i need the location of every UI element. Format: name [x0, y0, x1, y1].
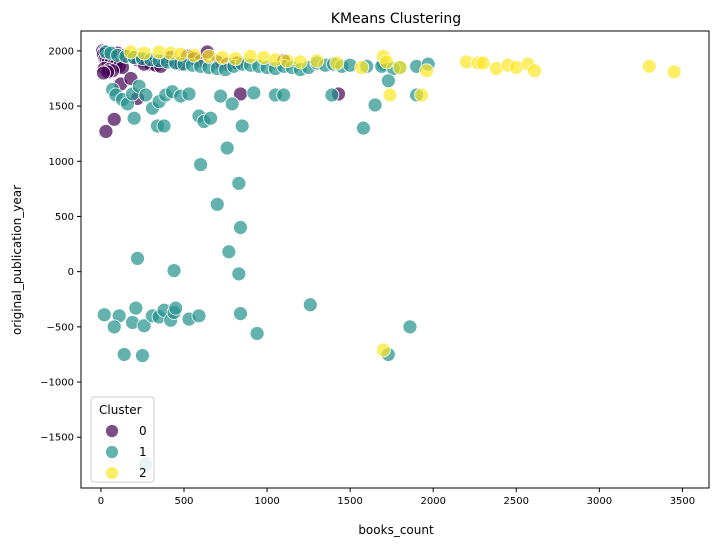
legend-marker-cluster-0 [105, 424, 119, 438]
legend-label-cluster-1: 1 [139, 445, 147, 459]
y-tick-label: −500 [47, 322, 74, 333]
legend-marker-cluster-1 [105, 445, 119, 459]
data-point-cluster-1 [126, 110, 142, 126]
data-point-cluster-2 [419, 63, 434, 79]
data-point-cluster-1 [166, 263, 182, 278]
data-point-cluster-1 [128, 300, 144, 316]
data-point-cluster-2 [641, 58, 657, 74]
data-point-cluster-1 [106, 319, 122, 335]
x-tick-label: 500 [174, 496, 193, 507]
x-tick-label: 2000 [420, 496, 445, 507]
y-tick-label: 500 [55, 212, 74, 223]
data-point-cluster-1 [209, 196, 225, 212]
legend: Cluster 0 1 2 [90, 396, 155, 483]
data-points [95, 43, 682, 472]
x-tick-label: 1500 [337, 496, 362, 507]
data-point-cluster-0 [106, 111, 122, 127]
data-point-cluster-2 [243, 48, 258, 64]
data-point-cluster-1 [231, 175, 247, 191]
data-point-cluster-2 [475, 55, 491, 71]
axes-frame [80, 30, 710, 489]
data-point-cluster-2 [173, 46, 189, 62]
data-point-cluster-1 [356, 120, 371, 136]
data-point-cluster-1 [233, 306, 248, 321]
data-point-cluster-1 [136, 318, 152, 334]
data-point-cluster-1 [234, 118, 250, 134]
data-point-cluster-2 [123, 44, 139, 60]
x-axis-ticks: 0 500 1000 1500 2000 2500 3000 3500 [98, 488, 695, 507]
data-point-cluster-1 [193, 157, 209, 172]
legend-marker-cluster-2 [105, 466, 119, 480]
x-tick-label: 1000 [254, 496, 279, 507]
x-tick-label: 3500 [670, 496, 695, 507]
data-point-cluster-1 [402, 319, 418, 335]
data-point-cluster-1 [138, 87, 154, 103]
data-point-cluster-2 [392, 60, 408, 75]
x-axis-label: books_count [358, 523, 434, 537]
x-tick-label: 2500 [504, 496, 529, 507]
data-point-cluster-2 [379, 54, 395, 70]
data-point-cluster-2 [136, 45, 152, 61]
data-point-cluster-2 [214, 50, 230, 65]
y-axis-label: original_publication_year [10, 185, 24, 335]
data-point-cluster-0 [96, 65, 111, 81]
data-point-cluster-1 [213, 88, 228, 104]
data-point-cluster-1 [130, 250, 145, 266]
data-point-cluster-1 [203, 110, 218, 126]
data-point-cluster-1 [168, 300, 184, 316]
x-tick-label: 0 [98, 496, 104, 507]
data-point-cluster-1 [221, 244, 237, 260]
data-point-cluster-2 [292, 54, 308, 70]
data-point-cluster-1 [302, 297, 318, 313]
data-point-cluster-1 [96, 307, 112, 323]
y-tick-label: −1000 [40, 378, 74, 389]
data-point-cluster-1 [324, 87, 340, 103]
data-point-cluster-2 [666, 64, 682, 80]
x-tick-label: 3000 [587, 496, 612, 507]
data-point-cluster-1 [380, 73, 396, 89]
data-point-cluster-2 [309, 53, 325, 69]
y-tick-label: 1000 [49, 157, 74, 168]
legend-label-cluster-2: 2 [139, 466, 147, 480]
y-tick-label: 0 [68, 267, 74, 278]
y-tick-label: −1500 [40, 433, 74, 444]
data-point-cluster-1 [191, 308, 207, 324]
legend-title: Cluster [99, 403, 142, 417]
data-point-cluster-2 [186, 47, 202, 63]
chart-title: KMeans Clustering [331, 11, 461, 27]
data-point-cluster-1 [224, 96, 240, 112]
data-point-cluster-1 [181, 86, 197, 102]
data-point-cluster-1 [276, 87, 292, 103]
data-point-cluster-2 [201, 48, 217, 64]
legend-frame [90, 396, 155, 483]
data-point-cluster-1 [116, 347, 132, 362]
data-point-cluster-1 [135, 348, 150, 363]
data-point-cluster-1 [233, 220, 248, 235]
data-point-cluster-2 [354, 60, 370, 75]
data-point-cluster-2 [375, 342, 391, 358]
y-axis-ticks: −1500 −1000 −500 0 500 1000 1500 2000 [40, 46, 81, 444]
legend-label-cluster-0: 0 [139, 424, 147, 438]
data-point-cluster-0 [98, 124, 114, 139]
legend-items: 0 1 2 [105, 424, 147, 480]
data-point-cluster-1 [156, 118, 172, 134]
data-point-cluster-1 [246, 85, 262, 101]
data-point-cluster-2 [329, 55, 345, 71]
data-point-cluster-1 [367, 97, 383, 113]
data-point-cluster-2 [279, 53, 295, 69]
data-point-cluster-2 [228, 51, 243, 66]
y-tick-label: 1500 [49, 102, 74, 113]
data-point-cluster-2 [414, 87, 429, 103]
data-point-cluster-2 [527, 63, 542, 79]
y-tick-label: 2000 [49, 46, 74, 57]
data-point-cluster-1 [231, 266, 247, 282]
data-point-cluster-2 [382, 87, 398, 103]
data-point-cluster-1 [249, 326, 265, 341]
data-point-cluster-1 [219, 140, 235, 156]
